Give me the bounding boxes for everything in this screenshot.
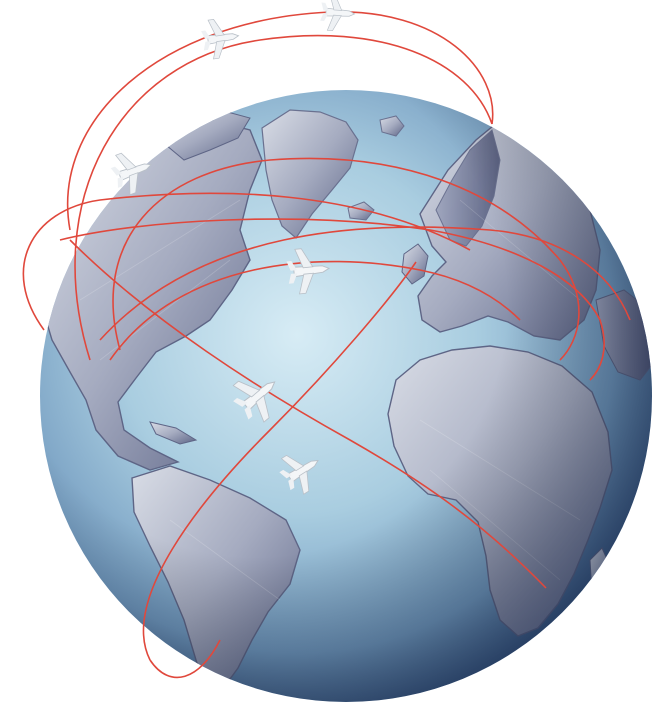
airplane-icon	[199, 15, 242, 61]
airplane-icon	[318, 0, 357, 33]
flight-routes	[22, 11, 631, 679]
